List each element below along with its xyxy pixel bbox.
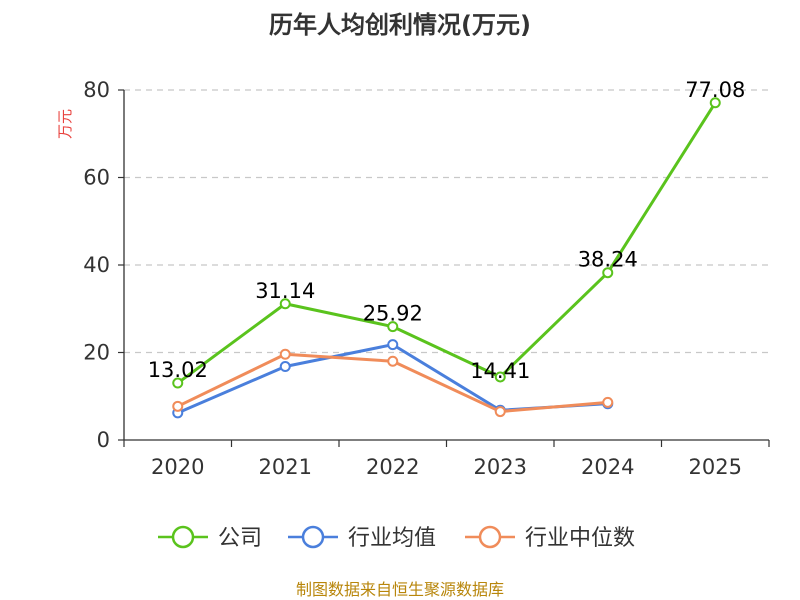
data-point bbox=[387, 355, 399, 367]
data-label: 77.08 bbox=[685, 78, 745, 102]
data-label: 38.24 bbox=[578, 248, 638, 272]
data-point bbox=[172, 377, 184, 389]
data-point bbox=[172, 400, 184, 412]
x-tick-label: 2023 bbox=[474, 455, 527, 479]
data-point bbox=[494, 406, 506, 418]
chart-title: 历年人均创利情况(万元) bbox=[269, 11, 531, 39]
data-point bbox=[494, 371, 506, 383]
data-point bbox=[387, 321, 399, 333]
y-tick-label: 60 bbox=[83, 166, 110, 190]
legend-label: 公司 bbox=[218, 526, 262, 551]
y-tick-label: 80 bbox=[83, 78, 110, 102]
legend-marker bbox=[301, 525, 325, 549]
legend-marker bbox=[478, 525, 502, 549]
data-label: 25.92 bbox=[363, 302, 423, 326]
data-point bbox=[279, 361, 291, 372]
legend-label: 行业中位数 bbox=[525, 526, 635, 551]
source-note: 制图数据来自恒生聚源数据库 bbox=[296, 580, 504, 599]
x-tick-label: 2022 bbox=[366, 455, 419, 479]
x-tick-label: 2024 bbox=[581, 455, 634, 479]
series-layer bbox=[172, 97, 721, 419]
series-line-1 bbox=[177, 343, 608, 415]
data-label: 14.41 bbox=[470, 359, 530, 383]
y-tick-label: 40 bbox=[83, 253, 110, 277]
y-axis-unit-label: 万元 bbox=[56, 109, 74, 139]
data-labels: 13.02 31.14 25.92 14.41 38.24 77.08 bbox=[148, 78, 746, 383]
data-point bbox=[279, 348, 291, 360]
data-point bbox=[387, 339, 399, 351]
data-point bbox=[279, 298, 291, 310]
grid-lines bbox=[124, 89, 769, 354]
series-line-0 bbox=[176, 101, 717, 385]
x-tick-label: 2025 bbox=[689, 455, 742, 479]
y-tick-label: 20 bbox=[83, 341, 110, 365]
legend-label: 行业均值 bbox=[348, 526, 436, 551]
data-label: 13.02 bbox=[148, 358, 208, 382]
data-point bbox=[602, 267, 614, 279]
data-label: 31.14 bbox=[255, 279, 315, 303]
y-axis-ticks: 0 20 40 60 80 bbox=[83, 78, 124, 452]
x-tick-label: 2020 bbox=[151, 455, 204, 479]
data-point bbox=[709, 97, 721, 109]
data-point bbox=[602, 396, 614, 408]
y-tick-label: 0 bbox=[97, 428, 110, 452]
x-axis-ticks: 2020 2021 2022 2023 2024 2025 bbox=[123, 440, 770, 479]
x-tick-label: 2021 bbox=[259, 455, 312, 479]
legend: 公司 行业均值 行业中位数 bbox=[158, 525, 635, 551]
legend-marker bbox=[171, 525, 195, 549]
